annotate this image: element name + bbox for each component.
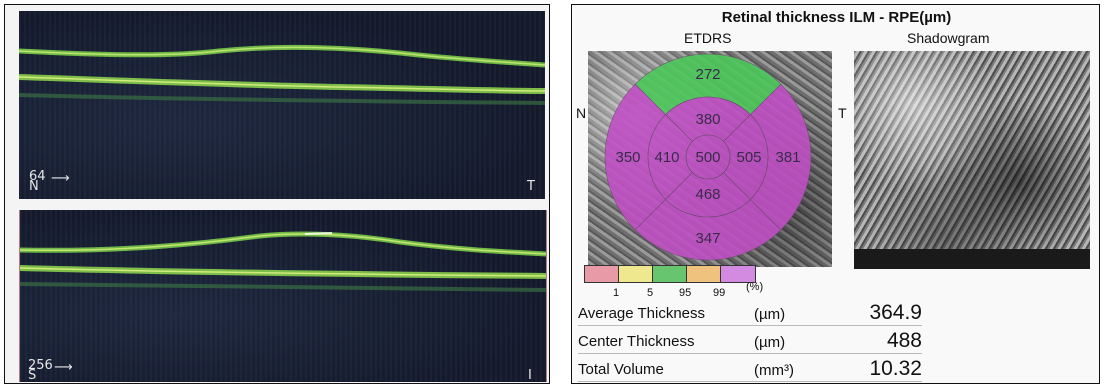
row-value: 364.9 — [869, 301, 922, 324]
etdrs-thickness-map: 272 380 350 410 500 505 381 468 347 — [588, 51, 832, 267]
value-outer-inferior: 347 — [695, 230, 720, 247]
etdrs-label: ETDRS — [684, 30, 732, 46]
etdrs-grid: 272 380 350 410 500 505 381 468 347 — [604, 53, 812, 261]
value-outer-nasal: 350 — [615, 149, 640, 166]
row-value: 10.32 — [869, 357, 922, 380]
value-outer-temporal: 381 — [775, 149, 800, 166]
shadowgram-image — [854, 51, 1090, 269]
etdrs-side-right: T — [838, 105, 847, 121]
bscan-start-side: S — [28, 368, 37, 382]
bscan-number: 64 — [29, 169, 46, 184]
row-value: 488 — [886, 329, 922, 352]
row-unit: (µm) — [754, 306, 786, 323]
value-inner-superior: 380 — [695, 111, 720, 128]
scale-tick: 99 — [713, 287, 726, 299]
value-inner-inferior: 468 — [695, 186, 720, 203]
scale-tick: 1 — [613, 287, 620, 299]
scale-cell — [653, 266, 687, 282]
scale-cell — [585, 266, 619, 282]
retina-layers-top — [19, 45, 545, 105]
scale-unit: (%) — [746, 281, 764, 293]
row-unit: (µm) — [754, 334, 786, 351]
oct-bscan-horizontal: 64 N ⟶ T — [19, 11, 545, 199]
row-label: Total Volume — [578, 361, 664, 378]
percentile-color-scale — [584, 265, 756, 283]
table-row: Total Volume (mm³) 10.32 — [578, 357, 922, 382]
shadowgram-label: Shadowgram — [907, 30, 990, 46]
table-row: Center Thickness (µm) 488 — [578, 329, 922, 354]
row-label: Center Thickness — [578, 333, 695, 350]
value-inner-nasal: 410 — [654, 149, 679, 166]
scale-cell — [721, 266, 755, 282]
oct-bscan-vertical: 256 S ⟶ I — [19, 210, 547, 382]
oct-bscan-panel: 64 N ⟶ T 256 S ⟶ I — [4, 4, 550, 384]
scan-direction-arrow-icon: ⟶ — [51, 171, 70, 186]
scale-cell — [687, 266, 721, 282]
scale-tick: 95 — [679, 287, 692, 299]
scale-tick: 5 — [647, 287, 654, 299]
value-outer-superior: 272 — [695, 66, 720, 83]
retina-layers-bottom — [20, 231, 546, 292]
bscan-end-side: I — [528, 368, 532, 382]
bscan-end-side: T — [527, 179, 535, 194]
scale-cell — [619, 266, 653, 282]
sector-center — [685, 134, 731, 180]
table-row: Average Thickness (µm) 364.9 — [578, 301, 922, 326]
value-center: 500 — [695, 149, 720, 166]
scan-direction-arrow-icon: ⟶ — [54, 360, 73, 375]
retinal-thickness-report: Retinal thickness ILM - RPE(µm) ETDRS Sh… — [571, 4, 1100, 384]
report-title: Retinal thickness ILM - RPE(µm) — [721, 9, 952, 26]
etdrs-side-left: N — [576, 105, 587, 121]
bscan-number: 256 — [28, 358, 53, 373]
value-inner-temporal: 505 — [736, 149, 761, 166]
row-label: Average Thickness — [578, 305, 706, 322]
bscan-start-side: N — [29, 179, 39, 194]
row-unit: (mm³) — [754, 362, 794, 379]
